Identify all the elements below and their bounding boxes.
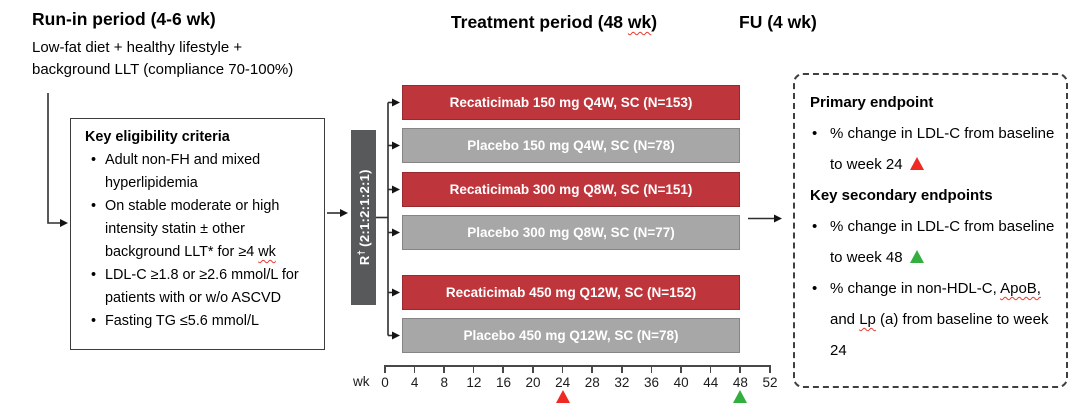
run-in-description-line: background LLT (compliance 70-100%) <box>32 61 294 78</box>
treatment-arms: Recaticimab 150 mg Q4W, SC (N=153) Placeb… <box>402 85 740 353</box>
runin-to-eligibility-connector <box>47 93 68 227</box>
axis-tick-label: 28 <box>584 375 600 390</box>
text-segment: On stable moderate or high intensity sta… <box>105 198 280 260</box>
axis-tick <box>709 365 712 373</box>
text-segment: LDL-C ≥1.8 or ≥2.6 mmol/L for patients w… <box>105 267 299 306</box>
axis-line <box>385 365 770 367</box>
arm-bar-active: Recaticimab 450 mg Q12W, SC (N=152) <box>402 275 740 310</box>
text-segment: Lp <box>859 311 876 328</box>
arm-bar-active: Recaticimab 300 mg Q8W, SC (N=151) <box>402 172 740 207</box>
axis-tick <box>769 365 771 373</box>
run-in-description: Low-fat diet + healthy lifestyle + backg… <box>32 37 293 81</box>
axis-tick <box>532 365 534 373</box>
endpoint-bullet: % change in LDL-C from baseline to week … <box>810 118 1056 180</box>
dagger-symbol: † <box>355 250 367 256</box>
follow-up-title: FU (4 wk) <box>739 12 817 32</box>
axis-tick <box>502 365 505 373</box>
eligibility-bullet: LDL-C ≥1.8 or ≥2.6 mmol/L for patients w… <box>85 264 316 310</box>
text-segment: % change in non-HDL-C, <box>830 280 1001 297</box>
text-segment: ApoB, <box>1000 280 1041 297</box>
treatment-title-text: Treatment period (48 <box>450 12 628 32</box>
green-triangle-icon <box>909 250 924 263</box>
axis-tick-label: 32 <box>614 375 630 390</box>
axis-tick-label: 4 <box>410 375 419 390</box>
text-segment: (a) from baseline to week 24 <box>830 311 1049 359</box>
text-segment: % change in LDL-C from baseline to week … <box>830 218 1055 266</box>
arm-bar-placebo: Placebo 450 mg Q12W, SC (N=78) <box>402 318 740 353</box>
arm-bar-placebo: Placebo 150 mg Q4W, SC (N=78) <box>402 128 740 163</box>
axis-tick-label: 16 <box>495 375 511 390</box>
arm-bar-placebo: Placebo 300 mg Q8W, SC (N=77) <box>402 215 740 250</box>
text-segment: and <box>830 311 860 328</box>
axis-tick <box>472 365 475 373</box>
axis-tick-label: 24 <box>555 375 571 390</box>
axis-tick <box>413 365 416 373</box>
red-triangle-icon <box>555 390 570 403</box>
endpoint-bullet: % change in LDL-C from baseline to week … <box>810 211 1056 273</box>
axis-tick-label: 36 <box>644 375 660 390</box>
treatment-title-text: ) <box>651 12 658 32</box>
eligibility-title: Key eligibility criteria <box>85 129 230 145</box>
axis-tick <box>650 365 653 373</box>
axis-unit-label: wk <box>353 374 370 389</box>
run-in-description-line: Low-fat diet + healthy lifestyle + <box>32 39 243 56</box>
randomization-ratio: (2:1:2:1:2:1) <box>356 169 372 248</box>
axis-tick-label: 44 <box>703 375 719 390</box>
text-segment: wk <box>258 244 276 260</box>
randomization-label: R† (2:1:2:1:2:1) <box>355 170 371 266</box>
axis-tick <box>591 365 593 373</box>
axis-tick <box>680 365 682 373</box>
text-segment: Fasting TG ≤5.6 mmol/L <box>105 313 259 329</box>
green-triangle-icon <box>733 390 748 403</box>
axis-tick <box>384 365 386 373</box>
primary-endpoint-heading: Primary endpoint <box>810 94 934 111</box>
arm-bar-active: Recaticimab 150 mg Q4W, SC (N=153) <box>402 85 740 120</box>
text-segment: Adult non-FH and mixed hyperlipidemia <box>105 152 261 191</box>
axis-tick <box>739 365 741 373</box>
axis-tick-label: 20 <box>525 375 541 390</box>
axis-tick-label: 12 <box>466 375 482 390</box>
axis-tick-label: 48 <box>732 375 748 390</box>
endpoints-box: Primary endpoint % change in LDL-C from … <box>793 73 1068 388</box>
axis-tick-label: 0 <box>381 375 389 390</box>
randomization-r: R <box>356 255 372 266</box>
axis-tick-label: 40 <box>673 375 689 390</box>
axis-tick-label: 52 <box>762 375 778 390</box>
eligibility-bullet: On stable moderate or high intensity sta… <box>85 195 316 264</box>
randomization-bar: R† (2:1:2:1:2:1) <box>351 130 376 305</box>
run-in-period-title: Run-in period (4-6 wk) <box>32 9 216 29</box>
eligibility-bullet: Adult non-FH and mixed hyperlipidemia <box>85 149 316 195</box>
treatment-period-title: Treatment period (48 wk) <box>404 12 704 33</box>
secondary-endpoints-heading: Key secondary endpoints <box>810 187 993 204</box>
axis-tick <box>443 365 445 373</box>
week-axis: 0 4 8 12 16 20 24 28 32 36 40 44 48 52 <box>381 365 778 411</box>
text-segment: % change in LDL-C from baseline to week … <box>830 125 1055 173</box>
treatment-title-wavy-word: wk <box>627 12 652 32</box>
red-triangle-icon <box>909 157 924 170</box>
endpoint-bullet: % change in non-HDL-C, ApoB, and Lp (a) … <box>810 273 1056 366</box>
axis-tick <box>561 365 564 373</box>
axis-tick-label: 8 <box>440 375 448 390</box>
eligibility-bullet: Fasting TG ≤5.6 mmol/L <box>85 310 316 333</box>
eligibility-criteria-box: Key eligibility criteria Adult non-FH an… <box>70 118 325 350</box>
axis-tick <box>620 365 623 373</box>
